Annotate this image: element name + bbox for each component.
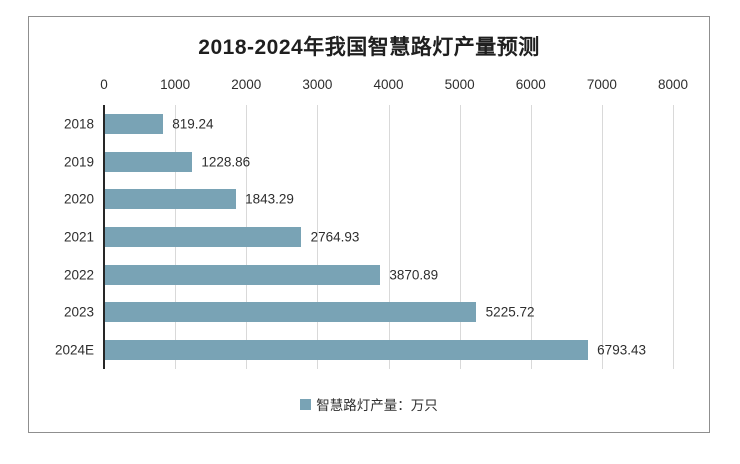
x-axis-tick-label: 2000 <box>231 77 262 92</box>
gridline <box>601 105 603 369</box>
value-label: 2764.93 <box>310 229 360 245</box>
value-label: 819.24 <box>172 116 214 132</box>
legend-swatch-icon <box>300 398 312 410</box>
bar <box>104 227 302 247</box>
x-axis-tick-label: 6000 <box>515 77 546 92</box>
value-label: 3870.89 <box>389 267 439 283</box>
bar <box>104 113 164 134</box>
chart-title: 2018-2024年我国智慧路灯产量预测 <box>198 36 540 59</box>
bar <box>104 340 588 361</box>
category-label: 2024E <box>54 342 94 358</box>
bar <box>104 189 236 210</box>
category-label: 2021 <box>63 229 94 245</box>
y-axis-line <box>103 105 105 369</box>
x-axis-tick-label: 5000 <box>444 77 475 92</box>
x-axis-tick-label: 7000 <box>586 77 617 92</box>
bar <box>104 302 477 323</box>
gridline <box>388 105 390 369</box>
category-label: 2023 <box>63 304 94 320</box>
legend: 智慧路灯产量：万只 <box>29 394 709 414</box>
x-axis-tick-label: 8000 <box>657 77 689 92</box>
gridline <box>673 105 674 369</box>
bar <box>104 264 381 285</box>
legend-label: 智慧路灯产量：万只 <box>316 398 438 413</box>
category-label: 2022 <box>63 267 94 283</box>
x-axis-tick-label: 1000 <box>160 77 191 92</box>
bar <box>104 151 193 172</box>
category-label: 2020 <box>63 191 94 207</box>
category-label: 2019 <box>63 154 94 170</box>
x-axis-tick-label: 3000 <box>302 77 333 92</box>
x-axis-tick-label: 4000 <box>373 77 404 92</box>
chart-container: 2018-2024年我国智慧路灯产量预测 0 1000 2000 3000 4000 50… <box>28 16 710 433</box>
value-label: 6793.43 <box>597 342 646 358</box>
value-label: 1843.29 <box>245 191 294 207</box>
gridline <box>459 105 461 369</box>
value-label: 5225.72 <box>485 304 535 320</box>
value-label: 1228.86 <box>201 154 251 170</box>
gridline <box>317 105 319 369</box>
x-axis-tick-label: 0 <box>100 77 108 92</box>
category-label: 2018 <box>63 116 94 132</box>
gridline <box>530 105 532 369</box>
